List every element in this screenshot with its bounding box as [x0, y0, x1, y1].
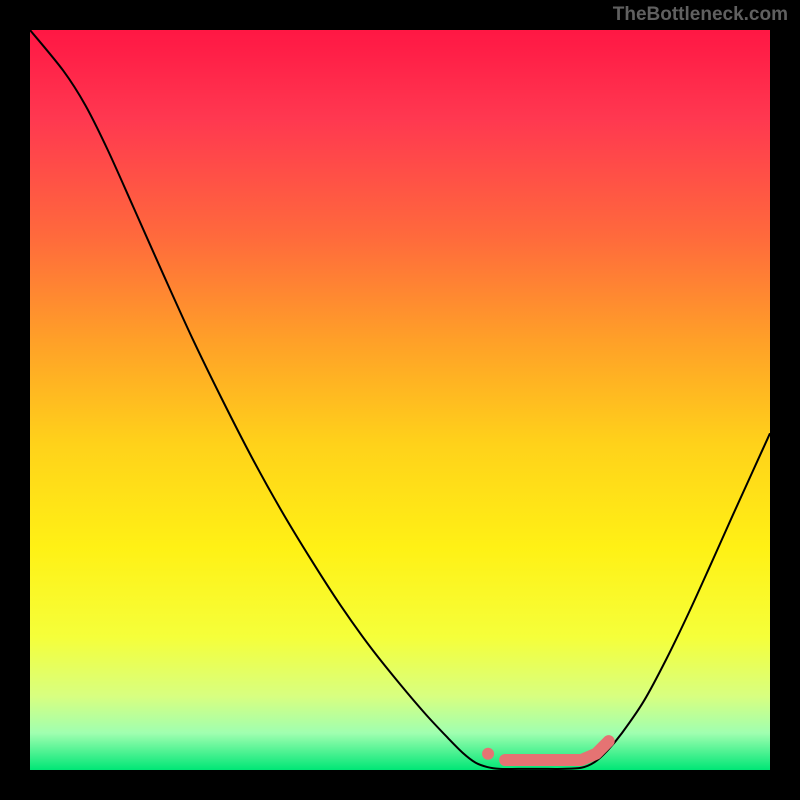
- chart-container: TheBottleneck.com: [0, 0, 800, 800]
- bottleneck-curve-chart: [30, 30, 770, 770]
- optimal-point-marker: [482, 748, 494, 760]
- chart-background: [30, 30, 770, 770]
- attribution-text: TheBottleneck.com: [613, 4, 788, 26]
- chart-plot-area: [30, 30, 770, 770]
